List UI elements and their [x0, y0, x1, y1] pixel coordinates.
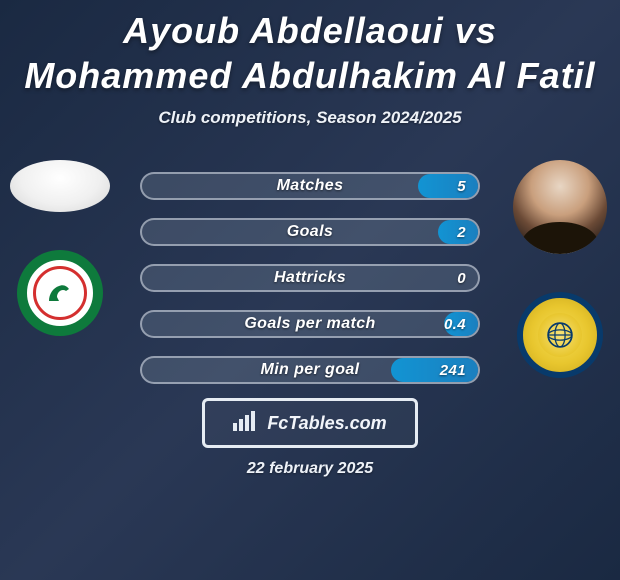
horse-icon [45, 281, 75, 305]
stat-value-right: 5 [457, 178, 466, 195]
left-player-column [10, 160, 110, 336]
right-player-avatar [513, 160, 607, 254]
stat-row: Goals 2 [140, 218, 480, 246]
stat-row: Hattricks 0 [140, 264, 480, 292]
subtitle: Club competitions, Season 2024/2025 [0, 108, 620, 128]
stats-container: Matches 5 Goals 2 Hattricks 0 Goals per match 0… [140, 172, 480, 384]
stat-value-right: 2 [457, 224, 466, 241]
stat-row: Min per goal 241 [140, 356, 480, 384]
right-player-column [510, 160, 610, 378]
stat-label: Hattricks [274, 269, 346, 287]
branding-badge: FcTables.com [202, 398, 418, 448]
branding-text: FcTables.com [267, 413, 386, 434]
stat-row: Goals per match 0.4 [140, 310, 480, 338]
stat-value-right: 0.4 [444, 316, 466, 333]
stat-label: Min per goal [260, 361, 359, 379]
stat-label: Goals [287, 223, 333, 241]
date-label: 22 february 2025 [0, 460, 620, 478]
globe-icon [538, 313, 582, 357]
stat-value-right: 0 [457, 270, 466, 287]
chart-bars-icon [233, 411, 259, 436]
left-player-avatar [10, 160, 110, 212]
stat-value-right: 241 [440, 362, 466, 379]
page-title: Ayoub Abdellaoui vs Mohammed Abdulhakim … [0, 0, 620, 98]
stat-row: Matches 5 [140, 172, 480, 200]
right-club-badge [517, 292, 603, 378]
stat-label: Matches [277, 177, 344, 195]
left-club-badge [17, 250, 103, 336]
stat-label: Goals per match [244, 315, 375, 333]
